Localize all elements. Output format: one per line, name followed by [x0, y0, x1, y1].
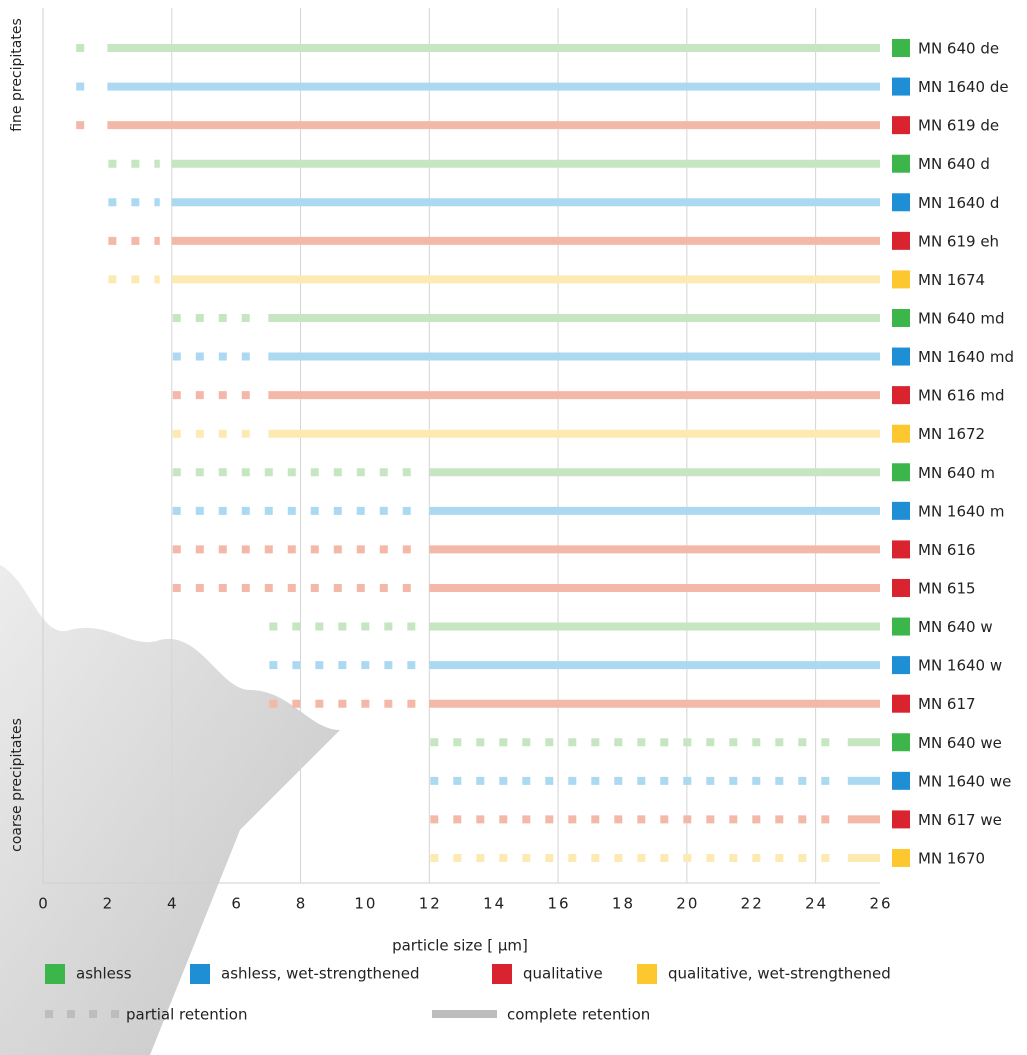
row-label: MN 1640 d [918, 194, 999, 212]
x-tick-label: 18 [612, 895, 635, 913]
x-tick-label: 16 [548, 895, 571, 913]
row-swatch [892, 810, 910, 829]
row-label: MN 1670 [918, 849, 985, 867]
legend-swatch [45, 964, 65, 984]
filter-paper-image [0, 565, 340, 1055]
y-label-top: fine precipitates [9, 18, 25, 132]
row-label: MN 640 d [918, 155, 990, 173]
x-tick-label: 24 [805, 895, 828, 913]
row-swatch [892, 771, 910, 790]
row-swatch [892, 540, 910, 559]
x-tick-label: 10 [354, 895, 377, 913]
x-tick-label: 8 [296, 895, 308, 913]
x-tick-label: 4 [167, 895, 179, 913]
row-label: MN 640 m [918, 464, 995, 482]
row-label: MN 617 we [918, 811, 1002, 829]
row-label: MN 619 eh [918, 232, 999, 250]
row-label: MN 1640 de [918, 78, 1009, 96]
row-swatch [892, 193, 910, 212]
legend-label: qualitative, wet-strengthened [668, 965, 891, 983]
row-swatch [892, 154, 910, 173]
row-swatch [892, 848, 910, 867]
row-label: MN 1640 we [918, 772, 1011, 790]
x-tick-label: 26 [869, 895, 892, 913]
row-label: MN 640 de [918, 40, 999, 58]
legend-label: ashless [76, 965, 132, 983]
legend-swatch [637, 964, 657, 984]
row-label: MN 615 [918, 579, 976, 597]
row-swatch [892, 501, 910, 520]
legend-label: qualitative [523, 965, 603, 983]
row-swatch [892, 231, 910, 250]
row-swatch [892, 463, 910, 482]
row-label: MN 616 [918, 541, 976, 559]
row-label: MN 640 w [918, 618, 993, 636]
x-tick-label: 12 [419, 895, 442, 913]
x-tick-label: 2 [103, 895, 115, 913]
legend-swatch [492, 964, 512, 984]
x-tick-label: 22 [741, 895, 764, 913]
x-tick-label: 14 [483, 895, 506, 913]
row-swatch [892, 656, 910, 675]
row-swatch [892, 116, 910, 135]
row-swatch [892, 578, 910, 597]
row-swatch [892, 77, 910, 96]
row-swatch [892, 347, 910, 366]
row-label: MN 640 md [918, 309, 1004, 327]
y-label-bottom: coarse precipitates [9, 718, 25, 852]
row-swatch [892, 694, 910, 713]
row-label: MN 1640 m [918, 502, 1004, 520]
row-swatch [892, 386, 910, 405]
row-label: MN 1640 w [918, 657, 1002, 675]
row-swatch [892, 424, 910, 443]
legend-swatch [190, 964, 210, 984]
x-tick-label: 0 [38, 895, 50, 913]
row-label: MN 1640 md [918, 348, 1014, 366]
legend-label: complete retention [507, 1006, 650, 1024]
row-label: MN 640 we [918, 734, 1002, 752]
legend-label: ashless, wet-strengthened [221, 965, 420, 983]
row-swatch [892, 733, 910, 752]
row-swatch [892, 617, 910, 636]
row-label: MN 619 de [918, 117, 999, 135]
x-tick-label: 6 [231, 895, 243, 913]
row-label: MN 1672 [918, 425, 985, 443]
row-label: MN 616 md [918, 387, 1004, 405]
row-swatch [892, 39, 910, 57]
legend-label: partial retention [126, 1006, 247, 1024]
row-label: MN 1674 [918, 271, 985, 289]
x-tick-label: 20 [676, 895, 699, 913]
row-swatch [892, 270, 910, 289]
row-swatch [892, 308, 910, 327]
x-axis-label: particle size [ µm] [392, 937, 528, 955]
row-label: MN 617 [918, 695, 976, 713]
